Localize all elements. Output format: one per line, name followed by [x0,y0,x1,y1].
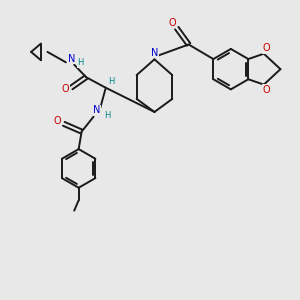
Text: O: O [262,85,270,95]
Text: H: H [108,76,115,85]
Text: O: O [53,116,61,126]
Text: N: N [151,48,158,58]
Text: H: H [77,58,83,68]
Text: N: N [68,54,75,64]
Text: H: H [104,111,110,120]
Text: O: O [262,44,270,53]
Text: N: N [93,105,100,115]
Text: O: O [61,84,69,94]
Text: O: O [169,18,176,28]
